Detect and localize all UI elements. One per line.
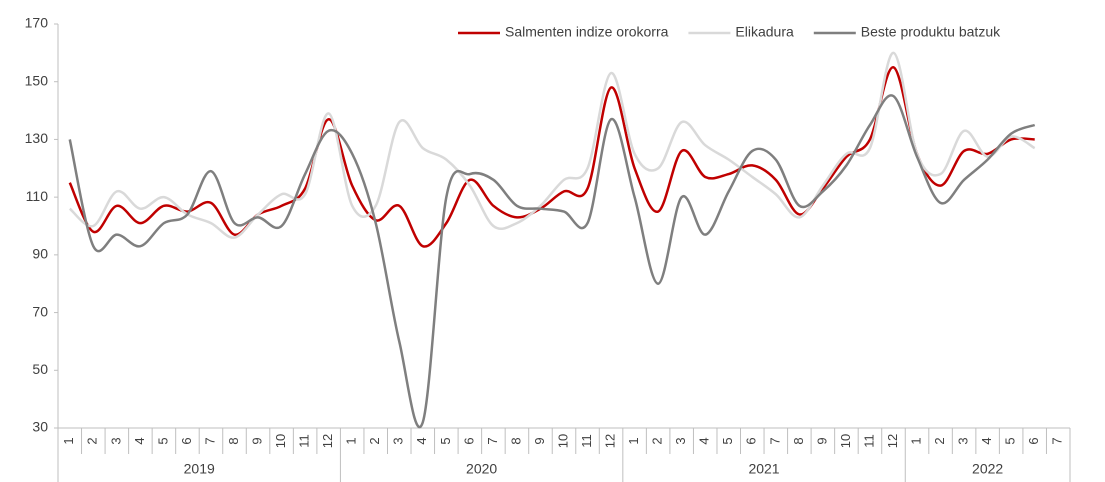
series-line [68, 94, 1036, 429]
x-tick-label: 7 [202, 437, 217, 444]
legend-label: Beste produktu batzuk [861, 24, 1001, 40]
x-tick-label: 2 [932, 437, 947, 444]
x-tick-label: 7 [1050, 437, 1065, 444]
x-tick-label: 3 [108, 437, 123, 444]
x-tick-label: 5 [438, 437, 453, 444]
x-tick-label: 1 [626, 437, 641, 444]
x-tick-label: 5 [155, 437, 170, 444]
x-tick-label: 2 [650, 437, 665, 444]
x-tick-label: 12 [320, 434, 335, 448]
x-tick-label: 10 [273, 434, 288, 448]
x-group-label: 2020 [466, 461, 497, 477]
x-tick-label: 7 [767, 437, 782, 444]
y-tick-label: 90 [32, 246, 48, 262]
x-group-label: 2019 [184, 461, 215, 477]
legend-label: Salmenten indize orokorra [505, 24, 669, 40]
x-tick-label: 1 [61, 437, 76, 444]
x-tick-label: 8 [226, 437, 241, 444]
x-tick-label: 4 [132, 437, 147, 444]
y-tick-label: 50 [32, 361, 48, 377]
x-tick-label: 11 [861, 434, 876, 448]
x-tick-label: 11 [579, 434, 594, 448]
x-tick-label: 5 [1003, 437, 1018, 444]
x-tick-label: 2 [367, 437, 382, 444]
x-tick-label: 6 [461, 437, 476, 444]
x-tick-label: 3 [391, 437, 406, 444]
y-tick-label: 110 [26, 188, 49, 204]
x-tick-label: 3 [673, 437, 688, 444]
x-tick-label: 10 [555, 434, 570, 448]
x-tick-label: 2 [85, 437, 100, 444]
x-tick-label: 9 [814, 437, 829, 444]
x-tick-label: 6 [179, 437, 194, 444]
series-line [68, 66, 1035, 248]
x-tick-label: 5 [720, 437, 735, 444]
x-tick-label: 6 [1026, 437, 1041, 444]
x-tick-label: 4 [414, 437, 429, 444]
y-tick-label: 130 [25, 130, 49, 146]
x-tick-label: 12 [885, 434, 900, 448]
x-tick-label: 8 [791, 437, 806, 444]
x-tick-label: 8 [508, 437, 523, 444]
x-tick-label: 7 [485, 437, 500, 444]
x-group-label: 2022 [972, 461, 1003, 477]
x-tick-label: 3 [956, 437, 971, 444]
legend-label: Elikadura [735, 24, 794, 40]
y-tick-label: 150 [25, 72, 49, 88]
x-tick-label: 9 [532, 437, 547, 444]
x-tick-label: 12 [603, 434, 618, 448]
x-tick-label: 9 [249, 437, 264, 444]
series-line [68, 51, 1036, 239]
x-tick-label: 4 [979, 437, 994, 444]
y-tick-label: 70 [32, 303, 48, 319]
x-tick-label: 1 [344, 437, 359, 444]
x-tick-label: 1 [908, 437, 923, 444]
x-tick-label: 10 [838, 434, 853, 448]
x-tick-label: 6 [744, 437, 759, 444]
x-tick-label: 4 [697, 437, 712, 444]
x-tick-label: 11 [297, 434, 312, 448]
y-tick-label: 170 [25, 15, 49, 31]
y-tick-label: 30 [32, 419, 48, 435]
x-group-label: 2021 [748, 461, 779, 477]
